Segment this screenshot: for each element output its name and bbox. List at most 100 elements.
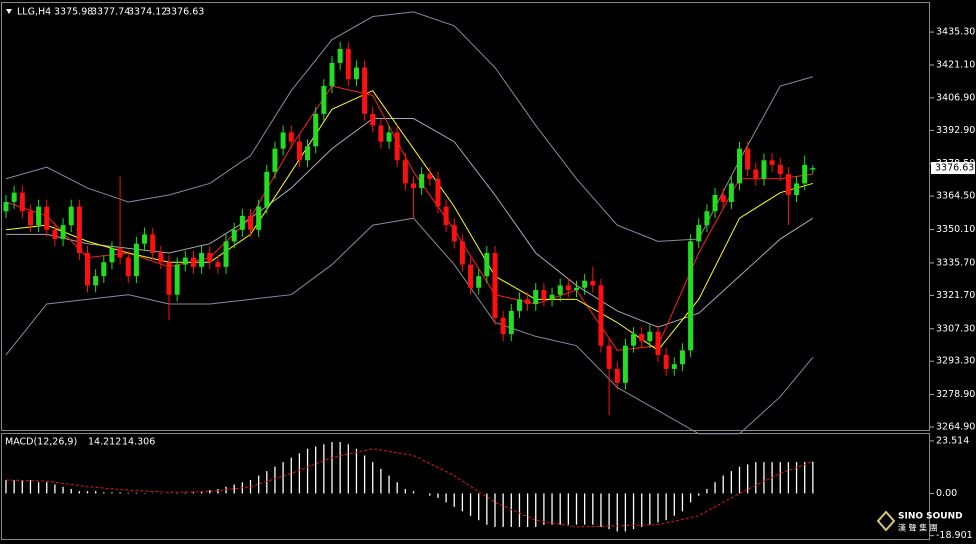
candle-body	[11, 192, 17, 202]
candle-body	[525, 299, 531, 304]
candle-body	[280, 132, 286, 149]
candle-body	[492, 252, 498, 318]
candle-body	[85, 252, 90, 286]
price-tag-label: 3376.63	[935, 163, 974, 174]
candle-body	[435, 178, 441, 207]
candle-body	[598, 285, 604, 346]
y-tick-label: 3406.90	[936, 92, 975, 103]
candle-body	[777, 164, 783, 175]
candle-body	[182, 257, 188, 265]
candle-body	[378, 125, 384, 142]
y-tick-label: 3421.10	[936, 59, 975, 70]
price-tag	[931, 162, 975, 175]
candle-body	[761, 160, 767, 179]
logo-name: SINO SOUND	[898, 512, 963, 522]
candle-body	[19, 192, 25, 212]
candle-body	[248, 215, 253, 230]
candle-body	[313, 113, 319, 147]
candle-body	[427, 174, 433, 179]
candle-body	[745, 148, 751, 170]
candle-body	[647, 331, 653, 342]
candle-body	[142, 234, 148, 244]
y-tick-label: 3307.30	[936, 323, 975, 334]
candle-body	[305, 146, 311, 161]
signal-value: 14.306	[122, 437, 155, 448]
candle-body	[443, 206, 449, 226]
candle-body	[419, 174, 425, 189]
y-tick-label: 3335.70	[936, 257, 975, 268]
candle-body	[476, 276, 482, 288]
candle-body	[199, 252, 205, 267]
candle-body	[533, 290, 539, 304]
y-tick-label: 3264.90	[936, 422, 975, 433]
candle-body	[44, 206, 50, 230]
macd-value: 14.212	[88, 437, 121, 448]
ohlc-high: 3377.74	[91, 7, 130, 18]
candle-body	[631, 334, 637, 346]
candle-body	[158, 252, 164, 263]
candle-body	[696, 225, 702, 242]
candle-body	[810, 168, 816, 170]
candle-body	[468, 264, 474, 288]
main-panel-frame	[1, 2, 930, 431]
candle-body	[688, 241, 694, 351]
candle-body	[370, 113, 376, 126]
indicator-line	[6, 118, 814, 328]
candle-body	[256, 206, 262, 230]
candle-body	[3, 201, 9, 212]
candle-body	[655, 331, 661, 355]
macd-label: MACD(12,26,9)	[5, 437, 77, 448]
candle-body	[231, 229, 237, 242]
candle-body	[329, 62, 335, 87]
y-tick-label: -18.901	[936, 530, 973, 541]
candle-body	[101, 262, 107, 277]
candle-body	[541, 290, 547, 300]
candle-body	[622, 345, 628, 383]
candle-body	[557, 285, 563, 295]
candle-body	[190, 257, 196, 267]
candle-body	[785, 174, 791, 196]
candle-body	[288, 132, 294, 142]
candle-body	[459, 241, 465, 265]
candle-body	[93, 276, 99, 286]
candle-body	[737, 148, 742, 184]
candle-body	[802, 164, 808, 184]
candle-body	[639, 334, 645, 342]
candle-body	[272, 148, 278, 172]
candle-body	[411, 183, 416, 189]
y-tick-label: 3392.90	[936, 125, 975, 136]
candle-body	[345, 48, 351, 80]
menu-triangle[interactable]	[6, 9, 12, 14]
candle-body	[174, 264, 180, 295]
symbol-label: LLG,H4	[17, 7, 51, 18]
ohlc-open: 3375.98	[54, 7, 93, 18]
candle-body	[166, 262, 172, 295]
candle-body	[353, 67, 359, 80]
candle-body	[574, 287, 579, 291]
candle-body	[109, 248, 115, 263]
candle-body	[728, 183, 734, 202]
y-tick-label: 3293.30	[936, 356, 975, 367]
candle-body	[337, 48, 343, 63]
indicator-line	[5, 90, 813, 352]
candle-body	[150, 234, 156, 253]
candle-body	[394, 132, 400, 161]
y-tick-label: 23.514	[936, 435, 969, 446]
candle-body	[36, 206, 42, 226]
candle-body	[52, 229, 58, 240]
candle-body	[500, 317, 506, 335]
candle-body	[296, 141, 302, 161]
candle-body	[704, 211, 710, 226]
y-tick-label: 3364.50	[936, 191, 975, 202]
candle-body	[484, 252, 490, 277]
indicator-line	[5, 11, 813, 242]
candle-body	[321, 86, 327, 114]
candle-body	[117, 248, 123, 258]
candle-body	[125, 257, 131, 277]
candle-body	[239, 215, 245, 230]
candle-body	[720, 195, 726, 202]
candle-body	[76, 206, 82, 253]
candle-body	[402, 160, 408, 184]
candle-body	[614, 368, 620, 383]
